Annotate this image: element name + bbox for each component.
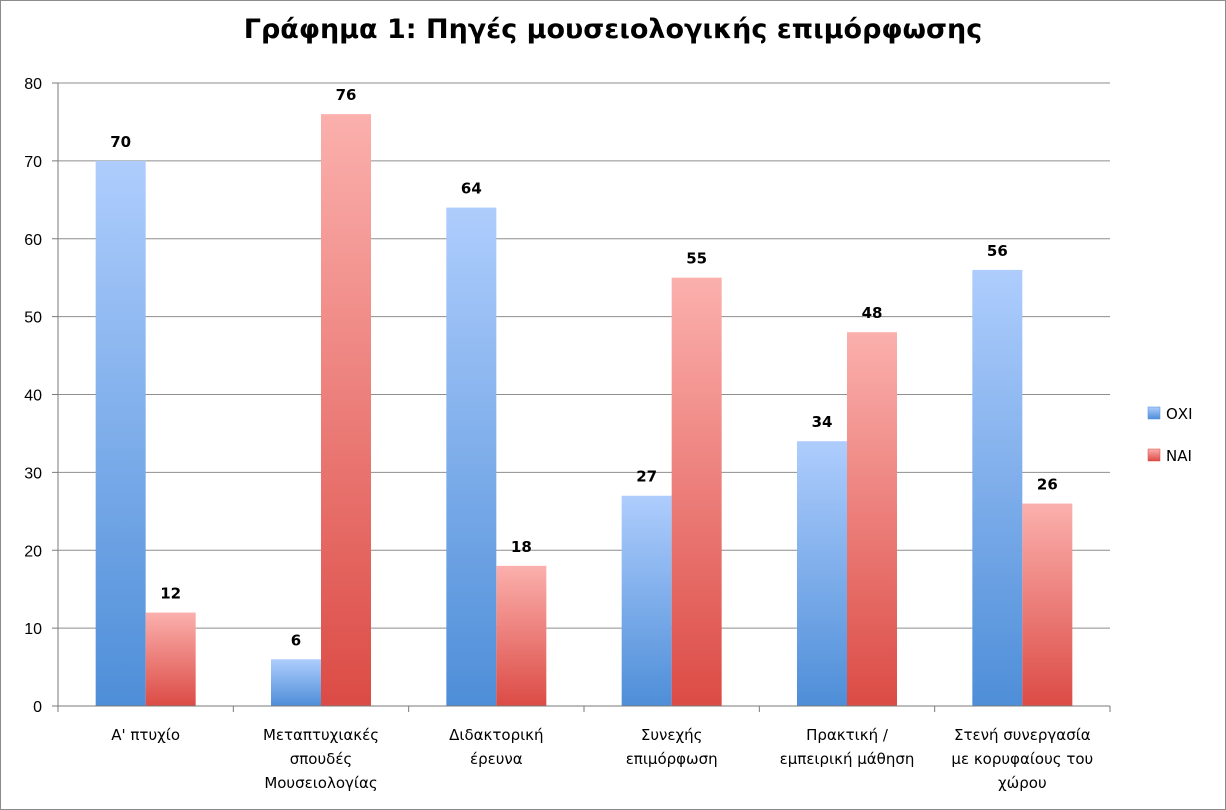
- y-tick-label: 40: [24, 388, 42, 405]
- bar-oxi: [95, 160, 146, 706]
- y-tick-label: 0: [33, 699, 42, 716]
- bar-nai: [671, 277, 722, 706]
- x-tick-label: Α' πτυχίο: [111, 726, 180, 744]
- grid-lines: [58, 82, 1110, 629]
- y-tick-label: 20: [24, 543, 42, 560]
- bar-nai: [321, 114, 371, 706]
- data-label: 76: [336, 86, 357, 104]
- bar-oxi: [271, 659, 321, 706]
- y-tick-label: 80: [24, 76, 42, 93]
- legend-label: ΝΑΙ: [1166, 447, 1192, 465]
- bar-nai: [145, 612, 196, 706]
- data-label: 55: [686, 250, 707, 268]
- data-label: 34: [812, 413, 833, 431]
- y-tick-label: 30: [24, 465, 42, 482]
- bar-oxi: [972, 269, 1023, 706]
- data-label: 48: [862, 304, 883, 322]
- bar-oxi: [621, 495, 672, 706]
- legend-label: ΟΧΙ: [1166, 405, 1193, 423]
- bar-oxi: [446, 207, 497, 706]
- data-label: 27: [636, 468, 657, 486]
- data-label: 70: [110, 133, 131, 151]
- bar-oxi: [797, 441, 847, 706]
- data-label: 6: [291, 631, 301, 649]
- data-label: 64: [461, 180, 482, 198]
- y-tick-label: 50: [24, 310, 42, 327]
- bar-nai: [847, 332, 897, 706]
- legend: ΟΧΙ ΝΑΙ: [1147, 405, 1193, 465]
- data-label: 56: [987, 242, 1008, 260]
- x-tick-label: Μεταπτυχιακές σπουδές Μουσειολογίας: [263, 726, 379, 792]
- chart-title: Γράφημα 1: Πηγές μουσειολογικής επιμόρφω…: [243, 14, 983, 45]
- legend-swatch: [1147, 406, 1161, 420]
- x-tick-label: Διδακτορική έρευνα: [449, 726, 543, 768]
- data-label: 12: [160, 585, 181, 603]
- x-tick-label: Στενή συνεργασία με κορυφαίους του χώρου: [951, 726, 1093, 792]
- bars: [95, 114, 1073, 706]
- bar-nai: [1022, 503, 1073, 706]
- y-tick-label: 70: [24, 154, 42, 171]
- axes: [52, 82, 1111, 712]
- y-tick-label: 10: [24, 621, 42, 638]
- data-label: 18: [511, 538, 532, 556]
- x-tick-label: Πρακτική / εμπειρική μάθηση: [780, 726, 915, 768]
- labels: 0 10 20 30 40 50 60 70 80 70 6 64 27 34 56 12 76 18 55 48 26…: [24, 76, 1093, 792]
- data-label: 26: [1037, 476, 1058, 494]
- x-tick-label: Συνεχής επιμόρφωση: [626, 726, 718, 768]
- y-tick-label: 60: [24, 232, 42, 249]
- legend-swatch: [1147, 448, 1161, 462]
- bar-nai: [496, 565, 547, 706]
